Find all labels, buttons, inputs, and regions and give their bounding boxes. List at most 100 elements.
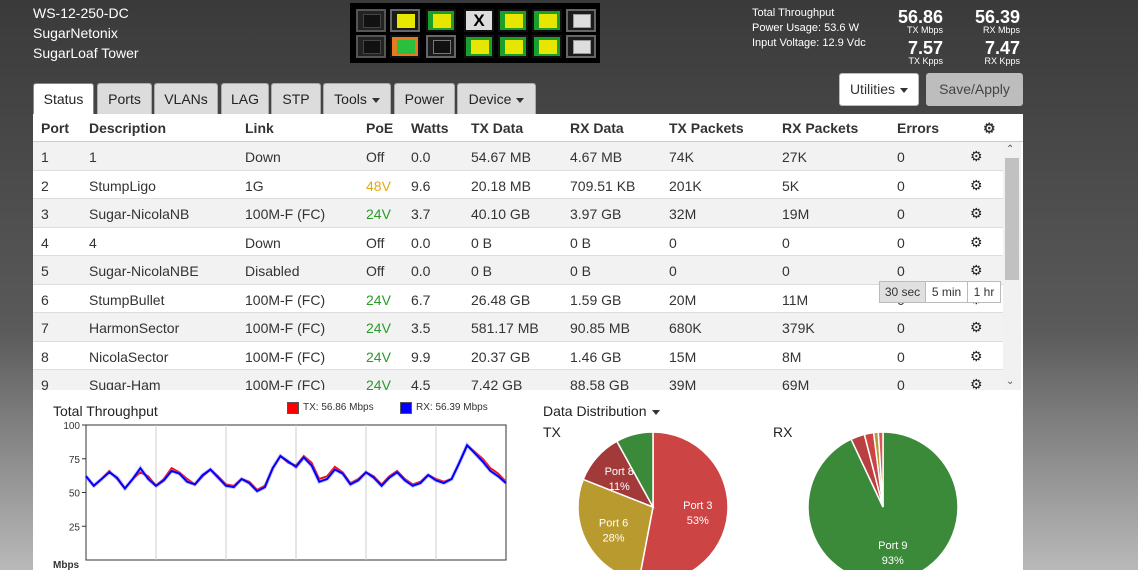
port-jack-icon: [397, 40, 415, 54]
gear-icon[interactable]: ⚙: [983, 120, 996, 136]
power-usage: Power Usage: 53.6 W: [752, 22, 859, 34]
cell-rx-packets: 0: [782, 263, 790, 279]
cell-link: 1G: [245, 177, 264, 194]
pie-slice-percent: 11%: [609, 481, 630, 493]
tx-mbps-unit: TX Mbps: [906, 25, 943, 35]
throughput-chart-title: Total Throughput: [53, 403, 158, 419]
range-1hr-button[interactable]: 1 hr: [967, 281, 1001, 303]
cell-rx-data: 4.67 MB: [570, 149, 623, 165]
pie-slice-percent: 28%: [603, 533, 625, 545]
port-map-bottom-1[interactable]: [356, 35, 386, 58]
cell-poe: 48V: [366, 177, 391, 194]
save-apply-button[interactable]: Save/Apply: [926, 73, 1023, 106]
cell-port: 8: [41, 348, 49, 365]
scroll-up-icon[interactable]: ⌃: [1006, 144, 1015, 155]
port-map-top-7[interactable]: [566, 9, 596, 32]
rx-pie-label: RX: [773, 424, 793, 440]
chevron-down-icon: [516, 97, 525, 103]
tab-ports[interactable]: Ports: [97, 83, 152, 115]
row-gear-icon[interactable]: ⚙: [970, 233, 983, 250]
cell-tx-data: 54.67 MB: [471, 149, 531, 165]
port-map-top-3[interactable]: [426, 9, 456, 32]
series-rx-line: [85, 443, 507, 493]
tab-status[interactable]: Status: [33, 83, 94, 115]
cell-errors: 0: [897, 320, 905, 336]
cell-description: StumpLigo: [89, 177, 156, 194]
port-map-top-5[interactable]: [498, 9, 528, 32]
table-row[interactable]: 3 Sugar-NicolaNB 100M-F (FC) 24V 3.7 40.10 GB…: [33, 199, 1003, 228]
row-gear-icon[interactable]: ⚙: [970, 176, 983, 193]
range-5min-button[interactable]: 5 min: [925, 281, 968, 303]
cell-rx-data: 0 B: [570, 263, 592, 279]
pie-slice-label: Port 6: [599, 518, 628, 530]
table-row[interactable]: 7 HarmonSector 100M-F (FC) 24V 3.5 581.17 MB 9…: [33, 313, 1003, 342]
device-info: WS-12-250-DC SugarNetonix SugarLoaf Towe…: [33, 3, 139, 63]
tx-mbps-value: 56.86: [897, 7, 943, 27]
utilities-button[interactable]: Utilities: [839, 73, 919, 106]
tab-stp[interactable]: STP: [271, 83, 321, 115]
scroll-down-icon[interactable]: ⌄: [1006, 376, 1015, 387]
col-rx-data: RX Data: [570, 120, 624, 136]
pie-slice[interactable]: [577, 478, 654, 570]
table-header: Port Description Link PoE Watts TX Data …: [33, 114, 1023, 142]
status-panel: Port Description Link PoE Watts TX Data …: [33, 114, 1023, 570]
tab-vlans[interactable]: VLANs: [154, 83, 218, 115]
port-map-top-1[interactable]: [356, 9, 386, 32]
port-map-top-4[interactable]: X: [464, 9, 494, 32]
table-row[interactable]: 9 Sugar-Ham 100M-F (FC) 24V 4.5 7.42 GB 88.58 …: [33, 370, 1003, 390]
port-map-bottom-6[interactable]: [532, 35, 562, 58]
cell-errors: 0: [897, 263, 905, 279]
cell-tx-data: 26.48 GB: [471, 291, 531, 308]
tab-tools[interactable]: Tools: [323, 83, 391, 115]
table-row[interactable]: 4 4 Down Off 0.0 0 B 0 B 0 0 0 ⚙: [33, 228, 1003, 256]
row-gear-icon[interactable]: ⚙: [970, 205, 983, 221]
distribution-dropdown[interactable]: Data Distribution: [543, 403, 660, 419]
col-tx-packets: TX Packets: [669, 120, 744, 136]
row-gear-icon[interactable]: ⚙: [970, 319, 983, 335]
port-jack-icon: [363, 40, 381, 54]
cell-link: 100M-F (FC): [245, 377, 326, 390]
table-row[interactable]: 1 1 Down Off 0.0 54.67 MB 4.67 MB 74K 27K 0 ⚙: [33, 142, 1003, 171]
port-map-top-2[interactable]: [390, 9, 420, 32]
port-jack-icon: [433, 40, 451, 54]
tab-lag[interactable]: LAG: [221, 83, 269, 115]
range-30sec-button[interactable]: 30 sec: [879, 281, 926, 303]
row-gear-icon[interactable]: ⚙: [970, 347, 983, 364]
cell-tx-data: 0 B: [471, 234, 493, 251]
throughput-line-chart: 25 50 75 100 Mbps: [53, 421, 508, 570]
port-map-bottom-4[interactable]: [464, 35, 494, 58]
scrollbar-thumb[interactable]: [1005, 158, 1019, 280]
pie-slice[interactable]: [639, 431, 729, 570]
input-voltage: Input Voltage: 12.9 Vdc: [752, 37, 866, 49]
row-gear-icon[interactable]: ⚙: [970, 148, 983, 164]
cell-rx-packets: 27K: [782, 149, 807, 165]
cell-tx-packets: 15M: [669, 348, 697, 365]
table-row[interactable]: 5 Sugar-NicolaNBE Disabled Off 0.0 0 B 0 B 0 0 0 ⚙: [33, 256, 1003, 285]
port-map-bottom-5[interactable]: [498, 35, 528, 58]
cell-watts: 3.5: [411, 320, 431, 336]
port-map-bottom-2[interactable]: [390, 35, 420, 58]
cell-watts: 6.7: [411, 291, 431, 308]
pie-slice-label: Port 9: [878, 540, 907, 552]
col-watts: Watts: [411, 120, 449, 136]
port-map-bottom-7[interactable]: [566, 35, 596, 58]
table-row[interactable]: 8 NicolaSector 100M-F (FC) 24V 9.9 20.37 GB 1.…: [33, 342, 1003, 370]
cell-rx-data: 0 B: [570, 234, 592, 251]
cell-errors: 0: [897, 206, 905, 222]
tab-device[interactable]: Device: [457, 83, 536, 115]
tab-power[interactable]: Power: [394, 83, 455, 115]
port-jack-icon: [573, 40, 591, 54]
pie-slice[interactable]: [615, 431, 654, 508]
table-row[interactable]: 6 StumpBullet 100M-F (FC) 24V 6.7 26.48 GB 1.5…: [33, 285, 1003, 313]
pie-slice[interactable]: [877, 431, 884, 508]
port-map-bottom-3[interactable]: [426, 35, 456, 58]
table-row[interactable]: 2 StumpLigo 1G 48V 9.6 20.18 MB 709.51 KB 201K 5…: [33, 171, 1003, 199]
legend-tx-swatch: [287, 402, 299, 414]
col-tx-data: TX Data: [471, 120, 524, 136]
table-scrollbar[interactable]: ⌃ ⌄: [1003, 142, 1021, 390]
pie-slice[interactable]: [807, 431, 959, 570]
pie-slice-label: Port 8: [605, 466, 634, 478]
port-map-top-6[interactable]: [532, 9, 562, 32]
row-gear-icon[interactable]: ⚙: [970, 262, 983, 278]
row-gear-icon[interactable]: ⚙: [970, 376, 983, 390]
